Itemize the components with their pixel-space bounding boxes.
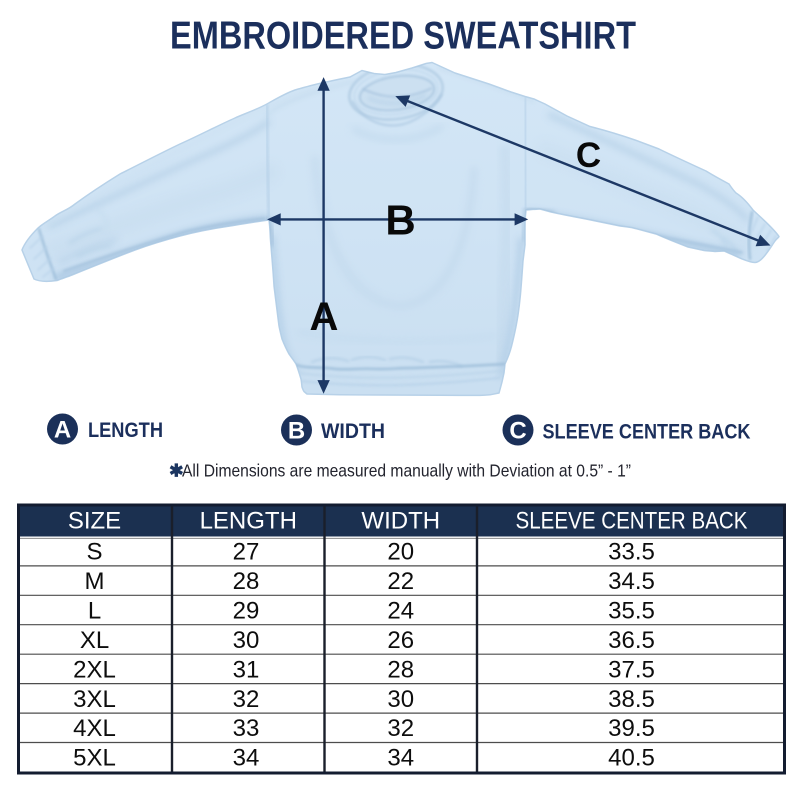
svg-text:32: 32 <box>387 715 414 742</box>
svg-text:27: 27 <box>233 539 260 566</box>
svg-text:35.5: 35.5 <box>608 597 655 624</box>
svg-text:39.5: 39.5 <box>608 715 655 742</box>
svg-text:SLEEVE CENTER BACK: SLEEVE CENTER BACK <box>543 420 751 444</box>
svg-text:2XL: 2XL <box>73 656 116 683</box>
svg-text:28: 28 <box>387 656 414 683</box>
svg-text:30: 30 <box>387 686 414 713</box>
svg-text:C: C <box>576 136 601 175</box>
svg-text:✱: ✱ <box>169 461 184 481</box>
svg-text:A: A <box>310 295 339 339</box>
svg-text:SLEEVE CENTER BACK: SLEEVE CENTER BACK <box>516 508 748 535</box>
svg-text:22: 22 <box>387 568 414 595</box>
svg-text:WIDTH: WIDTH <box>361 508 440 535</box>
svg-text:3XL: 3XL <box>73 686 116 713</box>
svg-text:L: L <box>88 597 101 624</box>
svg-text:EMBROIDERED SWEATSHIRT: EMBROIDERED SWEATSHIRT <box>170 15 636 58</box>
svg-text:31: 31 <box>233 656 260 683</box>
svg-text:20: 20 <box>387 539 414 566</box>
svg-text:LENGTH: LENGTH <box>200 508 297 535</box>
svg-text:B: B <box>385 197 415 244</box>
svg-text:30: 30 <box>233 627 260 654</box>
svg-text:XL: XL <box>80 627 109 654</box>
svg-text:A: A <box>54 417 71 444</box>
svg-text:24: 24 <box>387 597 414 624</box>
svg-text:40.5: 40.5 <box>608 745 655 772</box>
svg-text:5XL: 5XL <box>73 745 116 772</box>
svg-text:33.5: 33.5 <box>608 539 655 566</box>
svg-text:B: B <box>288 418 305 445</box>
svg-text:WIDTH: WIDTH <box>321 419 385 443</box>
svg-text:34: 34 <box>387 745 414 772</box>
svg-text:4XL: 4XL <box>73 715 116 742</box>
svg-text:M: M <box>85 568 105 595</box>
svg-text:37.5: 37.5 <box>608 656 655 683</box>
svg-text:28: 28 <box>233 568 260 595</box>
svg-text:36.5: 36.5 <box>608 627 655 654</box>
svg-text:S: S <box>86 539 102 566</box>
svg-text:All Dimensions are measured ma: All Dimensions are measured manually wit… <box>182 461 631 481</box>
svg-text:34: 34 <box>233 745 260 772</box>
svg-text:38.5: 38.5 <box>608 686 655 713</box>
svg-text:33: 33 <box>233 715 260 742</box>
svg-text:32: 32 <box>233 686 260 713</box>
svg-text:34.5: 34.5 <box>608 568 655 595</box>
svg-text:LENGTH: LENGTH <box>88 418 163 442</box>
svg-text:SIZE: SIZE <box>68 508 121 535</box>
svg-text:C: C <box>509 418 526 445</box>
svg-text:26: 26 <box>387 627 414 654</box>
svg-text:29: 29 <box>233 597 260 624</box>
